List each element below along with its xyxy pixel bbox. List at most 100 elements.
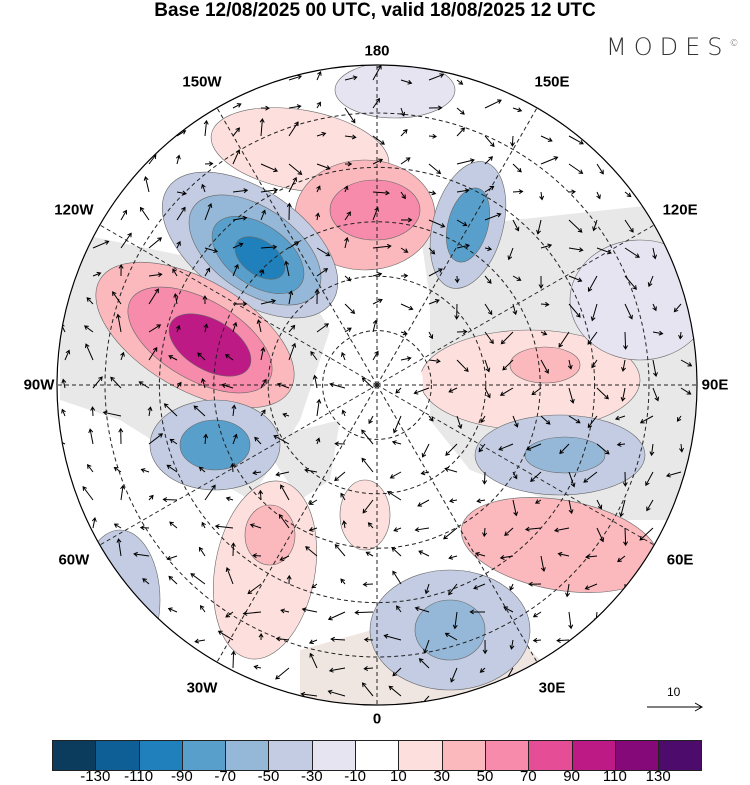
wind-arrow	[133, 551, 150, 557]
wind-arrow	[392, 415, 402, 434]
wind-arrow	[232, 263, 239, 277]
wind-arrow	[354, 610, 374, 616]
wind-arrow	[512, 471, 518, 480]
wind-arrow	[400, 79, 413, 85]
wind-arrow	[203, 323, 209, 333]
wind-arrow	[512, 219, 520, 232]
wind-arrow	[428, 268, 443, 277]
wind-arrow	[113, 466, 122, 473]
wind-arrow	[201, 521, 206, 529]
wind-arrow	[484, 212, 502, 221]
wind-arrow	[456, 188, 470, 194]
wind-arrow	[249, 523, 262, 529]
wind-arrow	[316, 163, 331, 170]
wind-arrow	[680, 387, 692, 395]
wind-arrow	[418, 550, 430, 557]
wind-arrow	[512, 303, 518, 316]
wind-arrow	[391, 547, 402, 557]
wind-arrow	[275, 471, 290, 477]
wind-arrow	[258, 632, 264, 641]
wind-arrow	[301, 607, 318, 613]
wind-arrow	[372, 272, 383, 277]
wind-arrow	[147, 406, 153, 417]
colorbar-label: 70	[519, 768, 537, 785]
wind-arrow	[619, 499, 626, 518]
wind-arrow	[173, 292, 179, 305]
wind-arrow	[286, 574, 292, 585]
wind-arrow	[344, 107, 356, 124]
wind-arrow	[316, 323, 330, 333]
wind-arrow	[482, 527, 488, 538]
wind-arrow	[473, 583, 486, 590]
wind-arrow	[482, 639, 488, 655]
wind-arrow	[232, 321, 238, 333]
wind-arrow	[260, 346, 266, 361]
colorbar-swatch	[615, 741, 660, 770]
wind-arrow	[110, 376, 122, 389]
wind-arrow	[652, 359, 658, 378]
wind-arrow	[142, 578, 150, 585]
reference-vector-arrow	[647, 702, 704, 712]
colorbar-swatch	[399, 741, 443, 770]
wind-arrow	[568, 471, 576, 488]
wind-arrow	[361, 377, 374, 389]
wind-arrow	[400, 247, 409, 253]
wind-arrow	[530, 471, 542, 483]
colorbar-swatch	[182, 741, 227, 770]
wind-arrow	[162, 497, 178, 503]
wind-arrow	[484, 99, 502, 109]
wind-arrow	[232, 188, 249, 194]
wind-arrow	[456, 107, 465, 115]
wind-arrow	[92, 240, 110, 249]
wind-arrow	[204, 203, 213, 221]
wind-arrow	[176, 190, 187, 196]
longitude-label: 30W	[186, 679, 218, 697]
wind-arrow	[176, 381, 182, 389]
wind-arrow	[388, 685, 402, 697]
wind-arrow	[531, 387, 542, 396]
wind-arrow	[120, 232, 132, 249]
wind-arrow	[225, 496, 234, 502]
longitude-label: 120W	[54, 201, 94, 219]
wind-arrow	[512, 163, 522, 173]
wind-arrow	[587, 275, 598, 293]
wind-arrow	[428, 133, 438, 139]
wind-arrow	[372, 135, 385, 145]
wind-arrow	[260, 244, 278, 250]
map-boundary	[56, 64, 698, 706]
wind-arrow	[556, 637, 570, 643]
wind-arrow	[204, 267, 211, 277]
wind-arrow	[115, 313, 122, 333]
wind-arrow	[120, 351, 125, 361]
wind-arrow	[284, 260, 290, 277]
wind-arrow	[540, 135, 553, 142]
wind-arrow	[532, 637, 542, 643]
wind-arrow	[503, 606, 514, 613]
wind-arrow	[368, 415, 374, 425]
wind-arrow	[288, 121, 299, 137]
colorbar-swatch	[269, 741, 313, 770]
wind-arrow	[230, 650, 236, 669]
wind-arrow	[118, 427, 124, 445]
wind-arrow	[308, 639, 318, 645]
wind-arrow	[424, 583, 430, 595]
wind-arrow	[316, 131, 327, 137]
wind-arrow	[639, 415, 654, 424]
wind-arrow	[361, 682, 374, 697]
wind-arrow	[499, 555, 514, 560]
wind-arrow	[512, 107, 523, 113]
wind-arrow	[393, 527, 402, 532]
wind-arrow	[275, 636, 290, 642]
wind-arrow	[193, 405, 206, 417]
wind-arrow	[428, 73, 445, 81]
wind-arrow	[418, 658, 430, 669]
wind-arrow	[330, 636, 346, 642]
wind-arrow	[392, 570, 402, 585]
wind-arrow	[372, 97, 381, 109]
wind-arrow	[649, 443, 655, 457]
wind-arrow	[340, 351, 346, 361]
wind-arrow	[334, 471, 346, 482]
wind-arrow	[254, 436, 262, 445]
wind-arrow	[639, 527, 654, 541]
wind-arrow	[168, 355, 178, 361]
